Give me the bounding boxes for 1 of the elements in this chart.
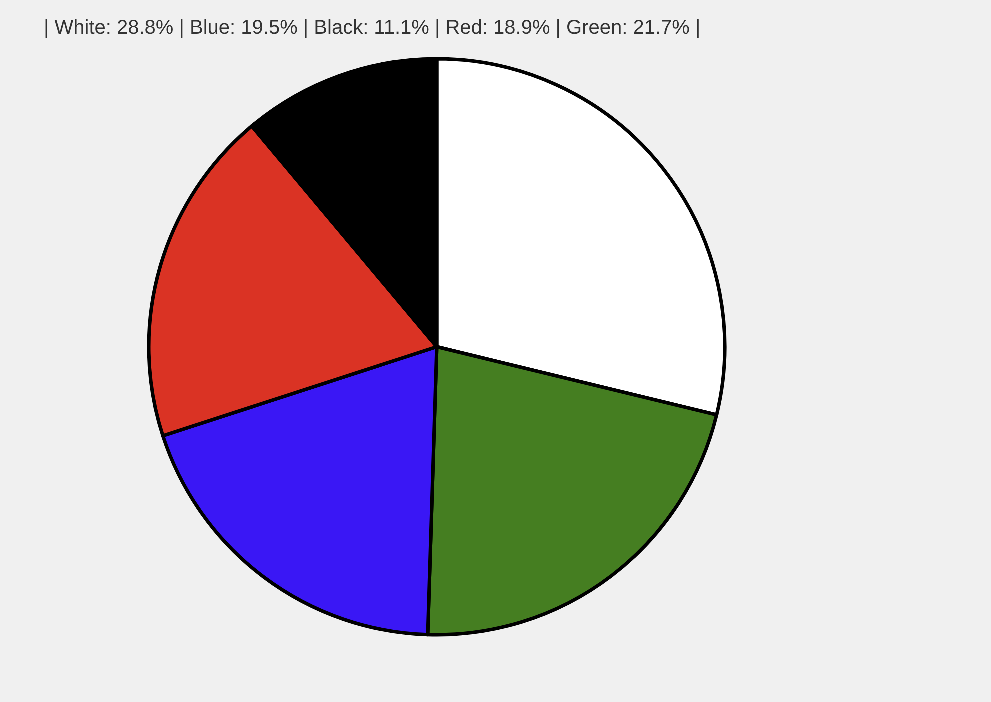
chart-title: | White: 28.8% | Blue: 19.5% | Black: 11.1% | Red: 18.9% | Green: 21.7% | xyxy=(44,17,701,39)
